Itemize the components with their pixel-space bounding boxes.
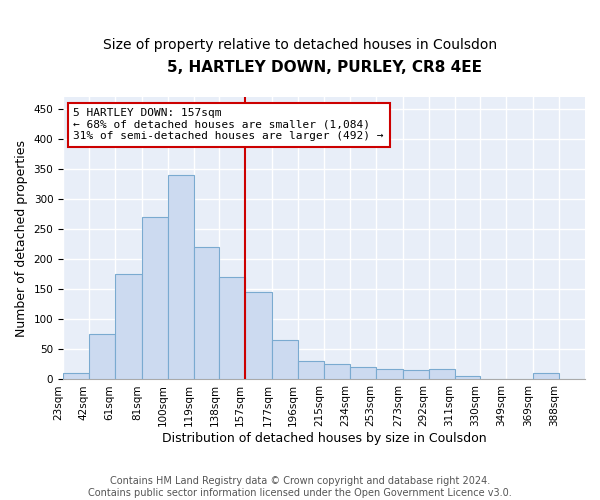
Bar	[63, 374, 89, 380]
Bar	[298, 362, 324, 380]
Bar	[245, 292, 272, 380]
Bar	[403, 370, 428, 380]
Text: Contains HM Land Registry data © Crown copyright and database right 2024.
Contai: Contains HM Land Registry data © Crown c…	[88, 476, 512, 498]
Bar	[428, 368, 455, 380]
Text: Size of property relative to detached houses in Coulsdon: Size of property relative to detached ho…	[103, 38, 497, 52]
Bar	[350, 368, 376, 380]
Bar	[376, 369, 403, 380]
Bar	[455, 376, 481, 380]
Bar	[89, 334, 115, 380]
Bar	[142, 217, 167, 380]
Bar	[220, 278, 245, 380]
Bar	[272, 340, 298, 380]
Bar	[533, 374, 559, 380]
Bar	[167, 175, 194, 380]
X-axis label: Distribution of detached houses by size in Coulsdon: Distribution of detached houses by size …	[162, 432, 487, 445]
Bar	[194, 247, 220, 380]
Text: 5 HARTLEY DOWN: 157sqm
← 68% of detached houses are smaller (1,084)
31% of semi-: 5 HARTLEY DOWN: 157sqm ← 68% of detached…	[73, 108, 384, 142]
Y-axis label: Number of detached properties: Number of detached properties	[15, 140, 28, 336]
Title: 5, HARTLEY DOWN, PURLEY, CR8 4EE: 5, HARTLEY DOWN, PURLEY, CR8 4EE	[167, 60, 482, 75]
Bar	[324, 364, 350, 380]
Bar	[115, 274, 142, 380]
